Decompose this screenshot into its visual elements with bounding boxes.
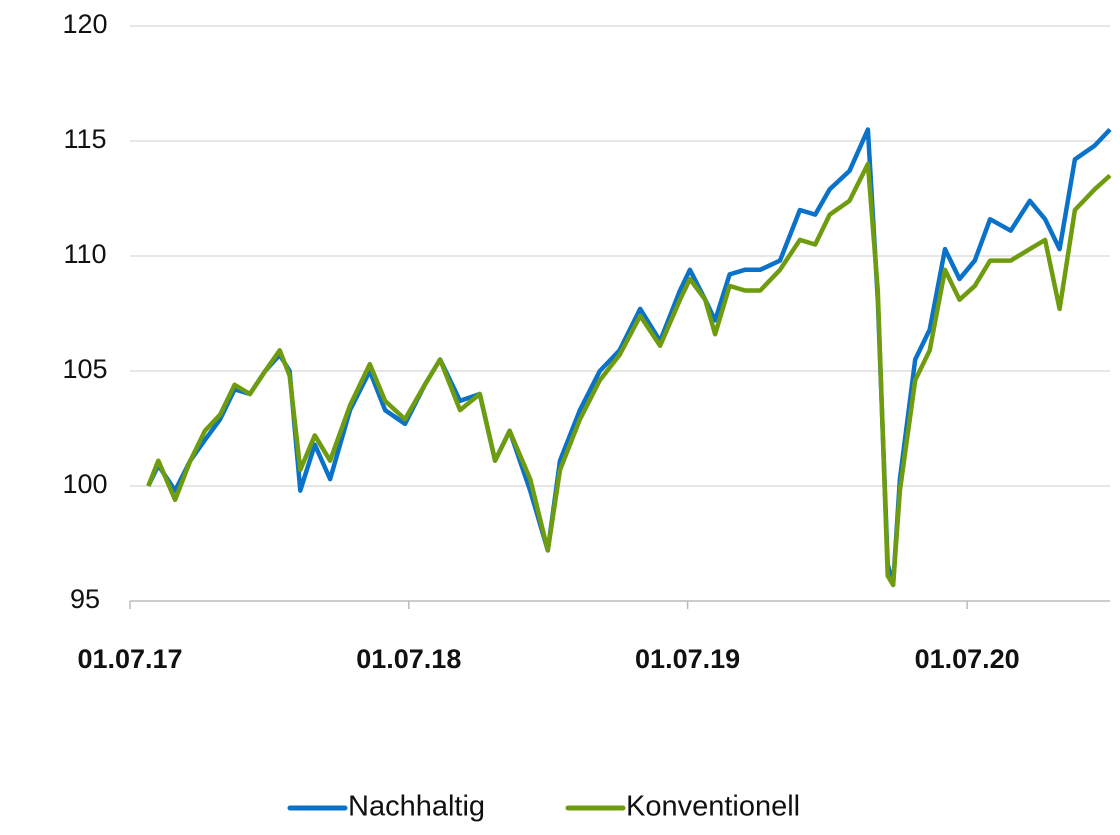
y-tick-label: 100 [62,469,107,499]
x-tick-label: 01.07.19 [635,644,740,674]
x-tick-label: 01.07.17 [77,644,182,674]
y-tick-label: 120 [62,9,107,39]
series-line [146,127,1112,588]
y-tick-label: 95 [70,584,100,614]
y-tick-label: 110 [63,239,106,269]
x-tick-label: 01.07.20 [915,644,1020,674]
legend-label: Nachhaltig [348,791,485,823]
y-tick-label: 115 [63,124,106,154]
x-tick-label: 01.07.18 [356,644,461,674]
legend-label: Konventionell [626,791,800,823]
y-tick-label: 105 [62,354,107,384]
series-line [146,161,1112,588]
